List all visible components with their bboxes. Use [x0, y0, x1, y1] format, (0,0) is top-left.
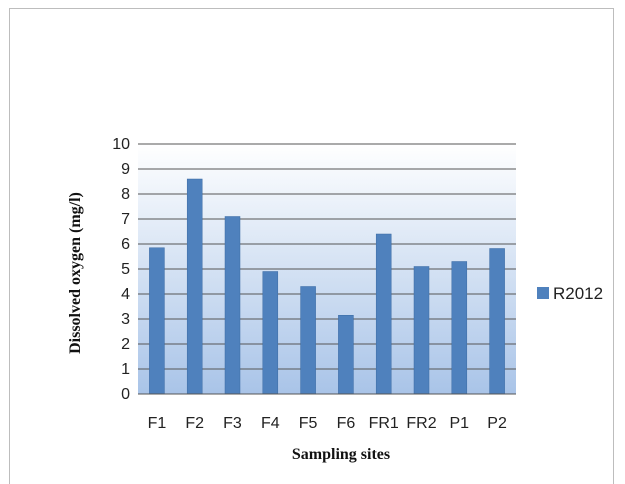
y-tick-label: 5 — [121, 261, 130, 278]
x-tick-label-f2: F2 — [185, 415, 204, 432]
bar-p2 — [489, 248, 505, 395]
bar-f6 — [338, 315, 354, 395]
bar-f4 — [262, 271, 279, 395]
x-tick-label-f3: F3 — [223, 415, 242, 432]
x-tick-label-f1: F1 — [148, 415, 167, 432]
bar-p1 — [451, 261, 468, 395]
x-tick-label-f5: F5 — [299, 415, 318, 432]
legend-label-r2012: R2012 — [553, 284, 603, 303]
bar-fr2 — [413, 266, 430, 395]
y-tick-label: 7 — [121, 211, 130, 228]
x-tick-label-p2: P2 — [487, 415, 507, 432]
x-tick-label-f6: F6 — [337, 415, 356, 432]
y-tick-label: 4 — [121, 286, 130, 303]
x-tick-label-fr1: FR1 — [369, 415, 399, 432]
y-tick-label: 2 — [121, 336, 130, 353]
bar-f2 — [186, 178, 203, 395]
y-axis-title: Dissolved oxygen (mg/l) — [67, 192, 84, 354]
bar-fr1 — [375, 233, 392, 395]
y-tick-label: 0 — [121, 386, 130, 403]
y-tick-label: 9 — [121, 161, 130, 178]
x-tick-label-f4: F4 — [261, 415, 280, 432]
bar-f1 — [149, 247, 165, 395]
y-tick-label: 10 — [112, 136, 130, 153]
y-tick-label: 6 — [121, 236, 130, 253]
y-tick-labels: 0 1 2 3 4 5 6 7 8 9 10 — [112, 136, 130, 403]
y-tick-label: 1 — [121, 361, 130, 378]
legend: R2012 — [537, 284, 603, 303]
chart-frame — [9, 8, 614, 484]
x-tick-label-p1: P1 — [450, 415, 470, 432]
y-tick-label: 3 — [121, 311, 130, 328]
legend-swatch-r2012 — [537, 287, 549, 299]
bar-f3 — [224, 216, 241, 395]
x-axis-title: Sampling sites — [292, 446, 390, 463]
x-tick-label-fr2: FR2 — [406, 415, 436, 432]
x-tick-labels: F1 F2 F3 F4 F5 F6 FR1 FR2 P1 P2 — [148, 415, 507, 432]
y-tick-label: 8 — [121, 186, 130, 203]
bar-f5 — [300, 286, 316, 395]
